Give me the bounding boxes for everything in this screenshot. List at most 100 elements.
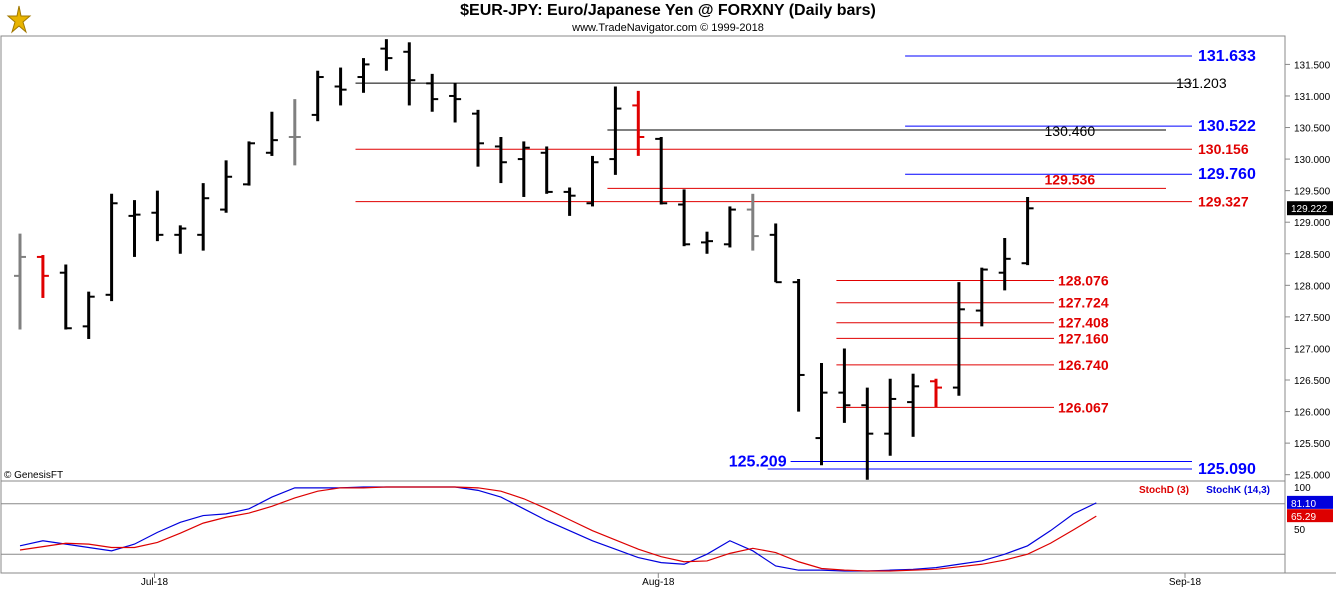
- ohlc-bar: [655, 136, 668, 205]
- x-tick-label: Jul-18: [141, 577, 169, 588]
- level-label: 125.209: [729, 453, 787, 470]
- level-label: 130.156: [1198, 141, 1249, 157]
- ohlc-bar: [563, 187, 576, 216]
- y-tick-label: 128.000: [1294, 281, 1331, 292]
- level-label: 125.090: [1198, 461, 1256, 478]
- ohlc-bar: [403, 42, 416, 106]
- level-label: 128.076: [1058, 273, 1109, 289]
- ohlc-bar: [59, 264, 72, 330]
- oscillator-value-label: 81.10: [1291, 499, 1316, 510]
- y-tick-label: 128.500: [1294, 250, 1331, 261]
- y-tick-label: 127.500: [1294, 313, 1331, 324]
- ohlc-bar: [701, 231, 713, 254]
- x-tick-label: Aug-18: [642, 577, 675, 588]
- level-label: 131.633: [1198, 48, 1256, 65]
- ohlc-bar: [311, 70, 324, 122]
- ohlc-bar: [632, 90, 645, 156]
- level-label: 130.460: [1045, 123, 1096, 139]
- copyright-label: © GenesisFT: [4, 470, 63, 481]
- last-price-box: [1287, 201, 1333, 216]
- level-lines: 131.633 131.203 130.522 130.460 130.156 129.7…: [355, 48, 1256, 478]
- y-tick-label: 126.500: [1294, 376, 1331, 387]
- legend-stochk: StochK (14,3): [1206, 485, 1270, 496]
- ohlc-bar: [82, 291, 95, 339]
- ohlc-bar: [907, 373, 920, 437]
- ohlc-bar: [494, 136, 507, 184]
- y-tick-label: 125.500: [1294, 439, 1331, 450]
- ohlc-bar: [746, 193, 759, 251]
- oscillator-y-tick-label: 50: [1294, 525, 1306, 536]
- y-tick-label: 129.500: [1294, 187, 1331, 198]
- level-label: 131.203: [1176, 75, 1227, 91]
- y-tick-label: 131.500: [1294, 60, 1331, 71]
- ohlc-bar: [105, 193, 118, 302]
- legend-stochd: StochD (3): [1139, 485, 1189, 496]
- level-label: 126.740: [1058, 357, 1109, 373]
- ohlc-bar: [265, 111, 278, 156]
- stochastic-oscillator: 100 50 81.10 65.29 StochD (3) StochK (14,3): [1, 483, 1333, 572]
- level-label: 127.160: [1058, 330, 1109, 346]
- oscillator-value-box: [1287, 495, 1333, 509]
- oscillator-value-label: 65.29: [1291, 512, 1316, 523]
- ohlc-bar: [930, 378, 942, 408]
- oscillator-value-box: [1287, 509, 1333, 523]
- ohlc-bar: [540, 146, 553, 194]
- level-label: 129.760: [1198, 166, 1256, 183]
- ohlc-bar: [14, 233, 26, 330]
- ohlc-bar: [197, 183, 210, 251]
- ohlc-bar: [288, 99, 301, 166]
- last-price-label: 129.222: [1291, 204, 1328, 215]
- ohlc-bar: [792, 279, 805, 412]
- y-tick-label: 125.000: [1294, 471, 1331, 482]
- ohlc-bar: [472, 109, 484, 167]
- y-tick-label: 131.000: [1294, 92, 1331, 103]
- ohlc-bar: [36, 255, 49, 298]
- ohlc-bar: [952, 282, 965, 396]
- y-tick-label: 130.500: [1294, 124, 1331, 135]
- ohlc-bar: [357, 58, 370, 93]
- ohlc-bar: [220, 160, 233, 213]
- level-label: 129.536: [1045, 171, 1096, 187]
- oscillator-series-line: [19, 486, 1097, 572]
- ohlc-bar: [243, 141, 255, 186]
- ohlc-bar: [678, 189, 691, 247]
- y-tick-label: 129.000: [1294, 218, 1331, 229]
- y-tick-label: 130.000: [1294, 155, 1331, 166]
- level-label: 127.724: [1058, 295, 1109, 311]
- level-label: 130.522: [1198, 118, 1256, 135]
- ohlc-bar: [151, 190, 164, 242]
- ohlc-bar: [517, 141, 530, 197]
- y-tick-label: 126.000: [1294, 408, 1331, 419]
- oscillator-series-line: [19, 486, 1097, 572]
- ohlc-bar: [769, 223, 782, 284]
- ohlc-bar: [975, 267, 988, 327]
- tradenavigator-logo-icon: [6, 5, 32, 34]
- level-label: 126.067: [1058, 399, 1109, 415]
- oscillator-y-tick-label: 100: [1294, 483, 1311, 494]
- ohlc-bar: [884, 378, 897, 456]
- x-tick-label: Sep-18: [1169, 577, 1202, 588]
- ohlc-bar: [838, 348, 851, 423]
- ohlc-bar: [815, 362, 828, 466]
- date-x-axis: Jul-18 Aug-18 Sep-18: [141, 573, 1202, 588]
- ohlc-bars: [14, 39, 1034, 480]
- ohlc-bar: [128, 200, 141, 257]
- chart-subtitle: www.TradeNavigator.com © 1999-2018: [572, 22, 764, 34]
- y-tick-label: 127.000: [1294, 344, 1331, 355]
- ohlc-bar: [723, 206, 736, 248]
- ohlc-bar: [174, 225, 187, 254]
- level-label: 129.327: [1198, 194, 1249, 210]
- ohlc-bar: [609, 86, 622, 175]
- ohlc-bar: [1021, 196, 1034, 266]
- ohlc-bar: [998, 237, 1011, 291]
- chart-title: $EUR-JPY: Euro/Japanese Yen @ FORXNY (Da…: [460, 2, 876, 19]
- level-label: 127.408: [1058, 315, 1109, 331]
- price-y-axis: 131.500 131.000 130.500 130.000 129.500 129.0…: [1285, 60, 1333, 482]
- ohlc-bar: [861, 387, 874, 480]
- ohlc-bar: [380, 39, 393, 71]
- ohlc-bar: [449, 83, 462, 123]
- ohlc-bar: [586, 155, 599, 207]
- ohlc-bar: [334, 67, 347, 106]
- ohlc-bar: [426, 73, 439, 112]
